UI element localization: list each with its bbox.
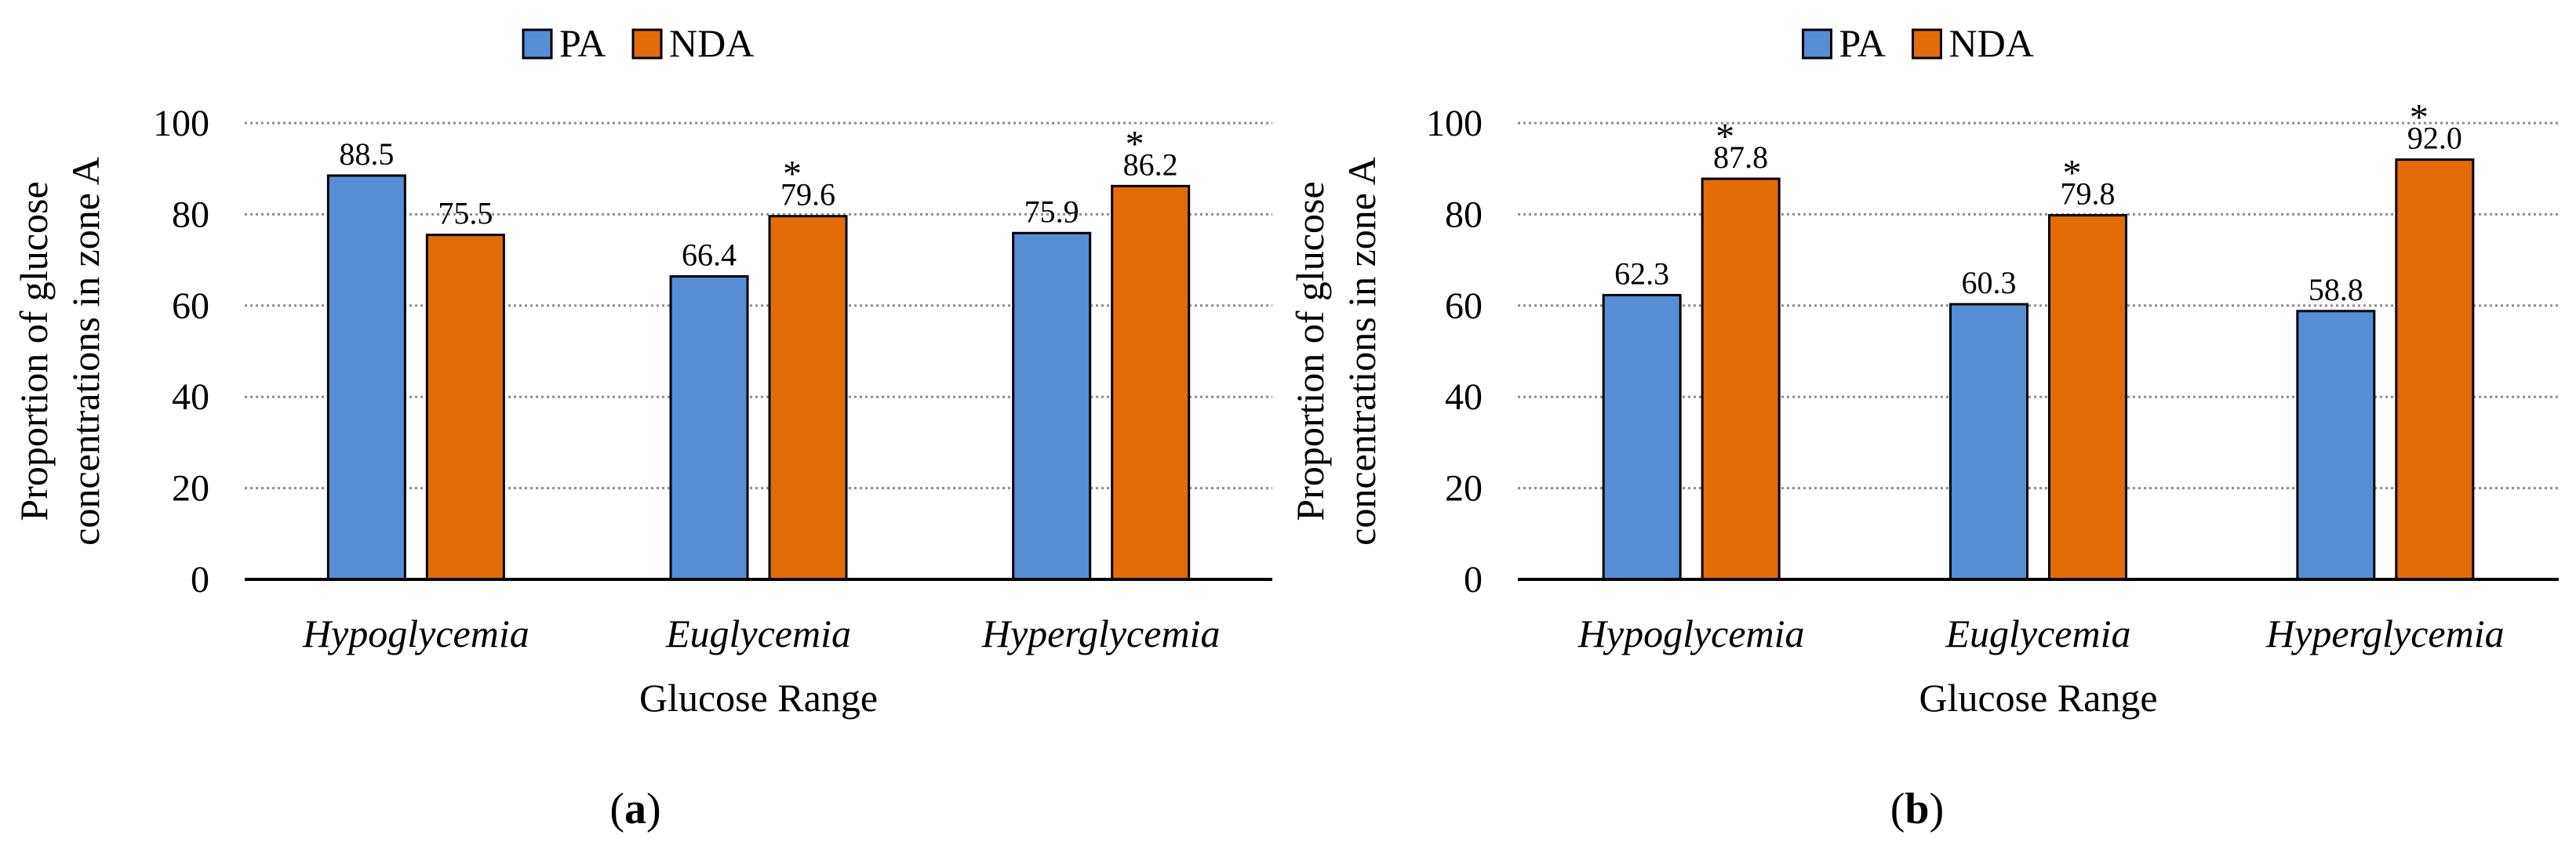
bar-nda-euglycemia xyxy=(2048,214,2127,581)
y-axis-title: concentrations in zone A xyxy=(1340,157,1384,546)
data-label: 75.9 xyxy=(1024,194,1079,229)
chart-panel-b: 0 20 40 60 80 100 Proportion of glucose concent… xyxy=(1288,21,2559,833)
x-tick-label: Hypoglycemia xyxy=(1577,612,1805,655)
bar-pa-hypoglycemia xyxy=(1602,293,1682,581)
legend-swatch-pa xyxy=(1802,28,1832,60)
y-tick-label: 60 xyxy=(1445,285,1483,327)
panel-label: (a) xyxy=(609,785,660,833)
legend-label-nda: NDA xyxy=(1949,21,2034,65)
bar-pa-hypoglycemia xyxy=(326,174,406,581)
legend-label-pa: PA xyxy=(1839,21,1886,65)
x-tick-label: Hyperglycemia xyxy=(981,612,1221,655)
y-tick-label: 40 xyxy=(172,376,209,418)
legend-swatch-nda xyxy=(631,28,663,60)
bar-nda-hyperglycemia xyxy=(2395,158,2475,581)
data-label: 58.8 xyxy=(2309,272,2363,307)
significance-marker: * xyxy=(1716,116,1734,158)
data-label: 87.8 xyxy=(1713,140,1768,175)
y-tick-label: 40 xyxy=(1445,376,1483,418)
data-label: 79.8 xyxy=(2061,176,2116,212)
y-tick-label: 100 xyxy=(1426,103,1483,144)
x-axis-title: Glucose Range xyxy=(639,676,878,720)
y-axis-title: Proportion of glucose xyxy=(1288,181,1332,521)
data-label: 86.2 xyxy=(1123,147,1178,182)
bar-pa-euglycemia xyxy=(1949,303,2028,581)
legend-label-pa: PA xyxy=(559,21,606,65)
y-tick-label: 80 xyxy=(1445,194,1483,235)
data-label: 75.5 xyxy=(438,196,493,231)
bar-pa-euglycemia xyxy=(669,275,749,581)
data-label: 92.0 xyxy=(2407,121,2462,156)
data-label: 66.4 xyxy=(682,238,737,273)
y-tick-label: 80 xyxy=(172,194,209,235)
y-axis-title: Proportion of glucose xyxy=(12,181,56,521)
significance-marker: * xyxy=(2063,153,2082,194)
significance-marker: * xyxy=(783,154,802,195)
x-tick-label: Hyperglycemia xyxy=(2265,612,2505,655)
x-axis-title: Glucose Range xyxy=(1919,676,2157,720)
bar-nda-hypoglycemia xyxy=(1701,177,1781,581)
y-tick-label: 0 xyxy=(1464,559,1483,601)
x-tick-label: Euglycemia xyxy=(665,612,851,655)
legend-label-nda: NDA xyxy=(669,21,754,65)
panel-label: (b) xyxy=(1890,785,1944,833)
x-tick-label: Euglycemia xyxy=(1945,612,2130,655)
data-label: 88.5 xyxy=(339,136,394,172)
legend-swatch-pa xyxy=(522,28,553,60)
data-label: 60.3 xyxy=(1962,265,2017,300)
legend-swatch-nda xyxy=(1912,28,1942,60)
bar-pa-hyperglycemia xyxy=(1012,231,1092,581)
panel-letter: b xyxy=(1905,785,1929,833)
y-tick-label: 100 xyxy=(153,103,209,144)
y-tick-label: 20 xyxy=(172,468,209,510)
bar-nda-hypoglycemia xyxy=(425,234,505,581)
bar-nda-euglycemia xyxy=(768,215,848,581)
significance-marker: * xyxy=(1126,123,1144,165)
significance-marker: * xyxy=(2410,97,2429,139)
chart-panel-a: 0 20 40 60 80 100 Proportion of glucose concent… xyxy=(12,21,1272,833)
y-axis-title: concentrations in zone A xyxy=(64,157,107,546)
data-label: 62.3 xyxy=(1614,256,1669,291)
y-tick-label: 0 xyxy=(191,559,209,601)
y-tick-label: 60 xyxy=(172,285,209,327)
data-label: 79.6 xyxy=(780,177,835,212)
y-tick-label: 20 xyxy=(1445,468,1483,510)
x-tick-label: Hypoglycemia xyxy=(302,612,529,655)
panel-letter: a xyxy=(624,785,646,833)
bar-nda-hyperglycemia xyxy=(1111,184,1191,581)
bar-pa-hyperglycemia xyxy=(2296,310,2376,581)
